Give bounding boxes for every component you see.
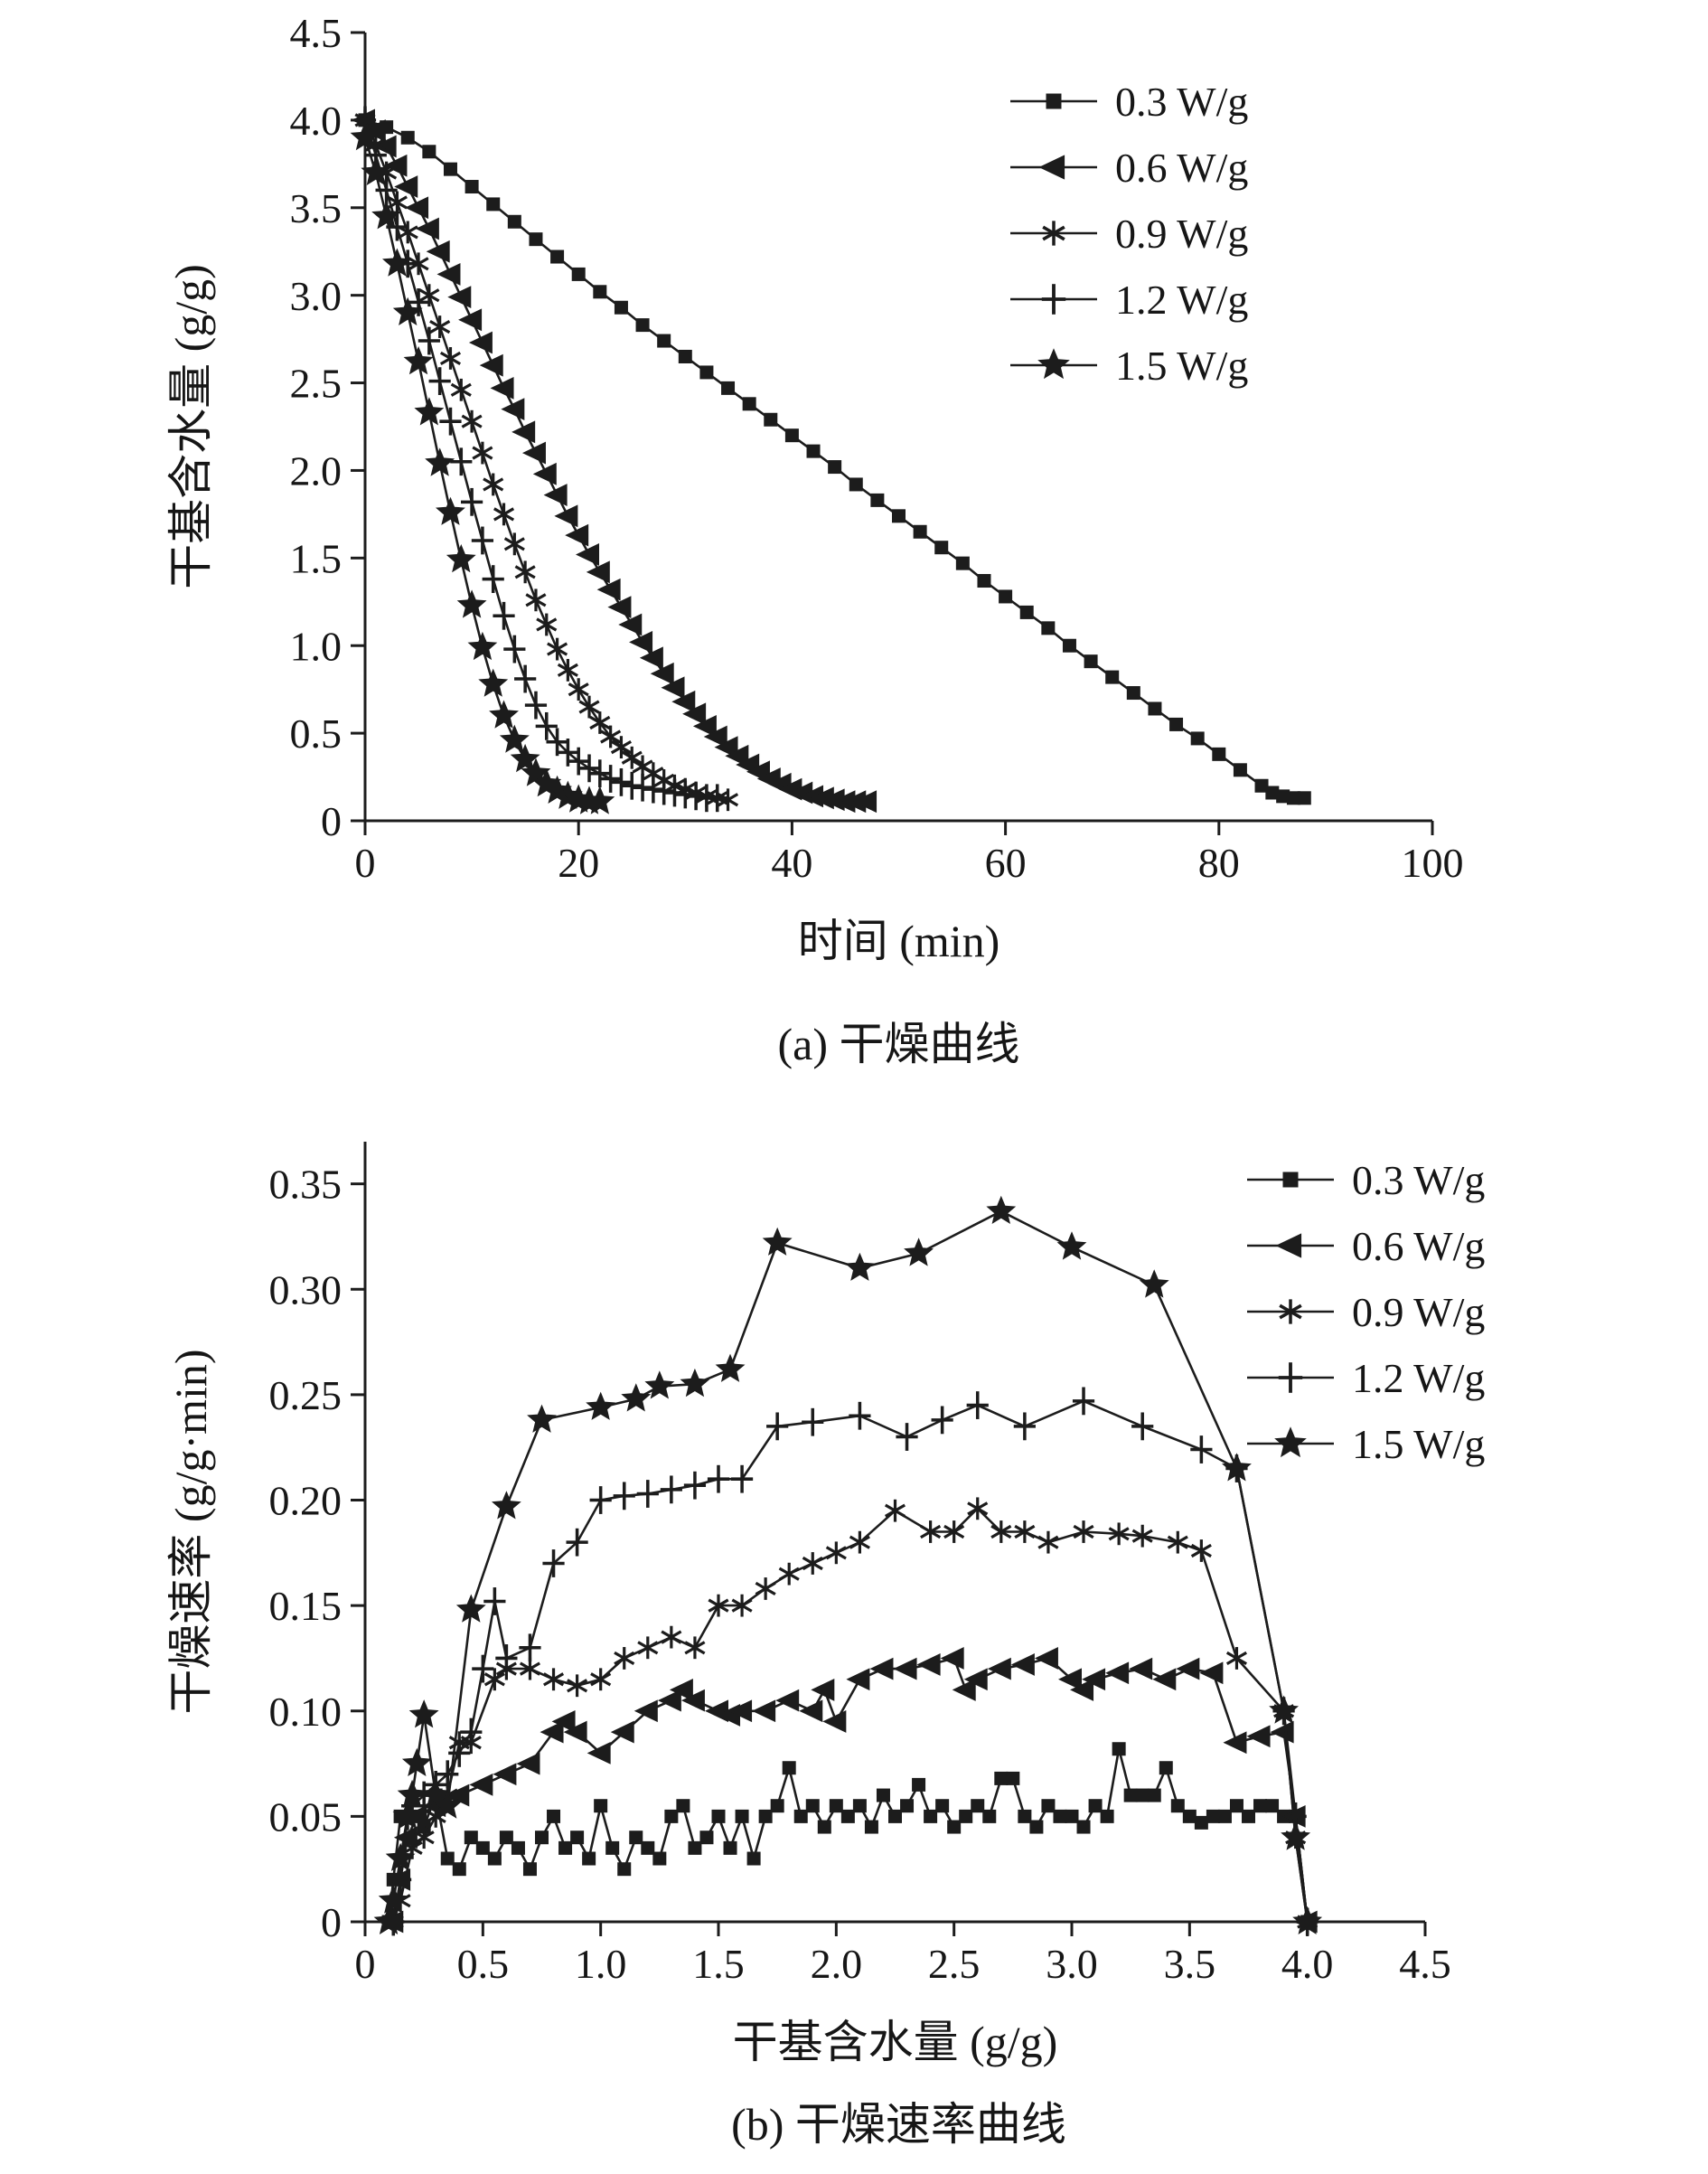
x-tick-label: 80	[1198, 840, 1240, 886]
x-tick-label: 2.0	[811, 1941, 863, 1987]
x-tick-label: 4.0	[1281, 1941, 1334, 1987]
y-tick-label: 0.25	[269, 1372, 343, 1418]
x-tick-label: 40	[771, 840, 812, 886]
y-tick-label: 0	[321, 1899, 342, 1945]
y-tick-label: 2.5	[290, 361, 343, 407]
y-tick-label: 1.0	[290, 623, 343, 669]
legend: 0.3 W/g 0.6 W/g 0.9 W/g 1.2 W/g 1.5 W/g	[1010, 79, 1248, 389]
y-tick-label: 0.5	[290, 711, 343, 757]
legend-label: 1.2 W/g	[1115, 277, 1248, 323]
drying-rate-chart: 0 0.5 1.0 1.5 2.0 2.5 3.0 3.5 4.0 4.5 0 0.05 0.10 0.1…	[165, 1142, 1485, 2067]
x-tick-label: 2.5	[928, 1941, 981, 1987]
legend-label: 0.3 W/g	[1352, 1157, 1485, 1203]
y-tick-label: 0.20	[269, 1478, 343, 1524]
series-1.5wg	[350, 122, 615, 814]
ticks: 0 0.5 1.0 1.5 2.0 2.5 3.0 3.5 4.0 4.5 0 0.05 0.10 0.1…	[269, 1162, 1451, 1987]
legend-label: 0.6 W/g	[1115, 145, 1248, 191]
chart-a-caption: (a) 干燥曲线	[777, 1019, 1020, 1069]
legend-label: 0.9 W/g	[1115, 211, 1248, 257]
x-tick-label: 0	[355, 1941, 376, 1987]
legend: 0.3 W/g 0.6 W/g 0.9 W/g 1.2 W/g 1.5 W/g	[1247, 1157, 1485, 1467]
series-0.3wg	[358, 113, 1311, 805]
y-tick-label: 0.05	[269, 1793, 343, 1840]
y-axis-label: 干燥速率 (g/g·min)	[165, 1349, 216, 1714]
x-tick-label: 0	[355, 840, 376, 886]
x-axis-label: 时间 (min)	[798, 916, 1000, 966]
x-tick-label: 1.0	[575, 1941, 627, 1987]
x-tick-label: 0.5	[457, 1941, 510, 1987]
legend-label: 1.2 W/g	[1352, 1355, 1485, 1401]
x-tick-label: 3.5	[1164, 1941, 1216, 1987]
ticks: 0 20 40 60 80 100 0 0.5 1.0 1.5 2.0 2.5 3.0 3.5 4.0 4.5	[290, 10, 1464, 886]
series-0.3wg	[381, 1742, 1315, 1929]
y-tick-label: 0.10	[269, 1689, 343, 1735]
y-tick-label: 4.5	[290, 10, 343, 56]
legend-label: 0.3 W/g	[1115, 79, 1248, 125]
y-tick-label: 3.0	[290, 273, 343, 319]
y-tick-label: 4.0	[290, 98, 343, 144]
x-tick-label: 4.5	[1399, 1941, 1451, 1987]
x-tick-label: 20	[558, 840, 599, 886]
series-1.5wg	[373, 1195, 1323, 1934]
drying-curve-chart: 0 20 40 60 80 100 0 0.5 1.0 1.5 2.0 2.5 3.0 3.5 4.0 4.5…	[165, 10, 1464, 966]
x-tick-label: 100	[1402, 840, 1464, 886]
y-tick-label: 3.5	[290, 185, 343, 231]
y-tick-label: 0.15	[269, 1583, 343, 1629]
y-tick-label: 0	[321, 798, 342, 844]
y-tick-label: 0.35	[269, 1162, 343, 1208]
x-tick-label: 60	[985, 840, 1027, 886]
axis-labels: 时间 (min) 干基含水量 (g/g)	[165, 264, 999, 966]
series-0.6wg	[352, 108, 877, 814]
y-tick-label: 0.30	[269, 1266, 343, 1313]
axes	[363, 33, 1432, 823]
y-tick-label: 2.0	[290, 448, 343, 494]
y-axis-label: 干基含水量 (g/g)	[165, 264, 216, 589]
x-tick-label: 3.0	[1046, 1941, 1098, 1987]
axis-labels: 干基含水量 (g/g) 干燥速率 (g/g·min)	[165, 1349, 1057, 2067]
legend-label: 0.9 W/g	[1352, 1289, 1485, 1335]
y-tick-label: 1.5	[290, 535, 343, 581]
legend-label: 1.5 W/g	[1115, 343, 1248, 389]
series-0.6wg	[380, 1647, 1318, 1934]
legend-label: 1.5 W/g	[1352, 1421, 1485, 1467]
series-0.9wg	[382, 1497, 1319, 1934]
x-axis-label: 干基含水量 (g/g)	[733, 2017, 1058, 2067]
x-tick-label: 1.5	[692, 1941, 745, 1987]
chart-b-caption: (b) 干燥速率曲线	[731, 2099, 1066, 2150]
series-1.2wg	[353, 106, 728, 813]
legend-label: 0.6 W/g	[1352, 1223, 1485, 1269]
axes	[363, 1142, 1425, 1924]
